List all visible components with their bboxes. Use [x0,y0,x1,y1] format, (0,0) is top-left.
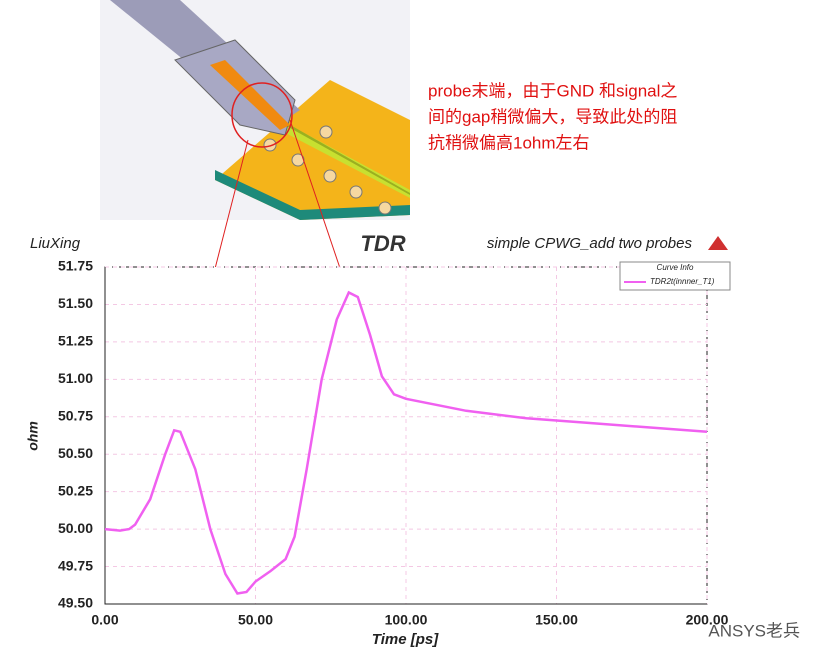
x-tick-label: 100.00 [385,612,428,628]
y-tick-label: 50.25 [58,482,93,498]
x-tick-label: 150.00 [535,612,578,628]
y-tick-label: 50.50 [58,445,93,461]
y-tick-label: 51.75 [58,258,93,274]
y-tick-label: 49.50 [58,595,93,611]
x-axis-label: Time [ps] [372,631,439,648]
probe-render [100,0,410,220]
annotation-line: probe末端，由于GND 和signal之 [428,81,677,100]
watermark: ANSYS老兵 [708,621,800,640]
arrow [289,119,347,284]
y-tick-label: 50.00 [58,520,93,536]
legend-title: Curve Info [657,263,694,272]
logo [708,236,728,250]
subtitle: simple CPWG_add two probes [487,235,693,252]
y-tick-label: 50.75 [58,407,93,423]
series-line [104,290,708,595]
x-tick-label: 50.00 [238,612,273,628]
y-tick-label: 51.50 [58,295,93,311]
author: LiuXing [30,235,81,252]
annotation: probe末端，由于GND 和signal之间的gap稍微偏大，导致此处的阻抗稍… [428,81,677,152]
y-tick-label: 51.00 [58,370,93,386]
x-tick-label: 200.00 [686,612,729,628]
y-tick-label: 51.25 [58,333,93,349]
legend-box [619,261,731,291]
y-axis-label: ohm [25,421,41,451]
annotation-line: 抗稍微偏高1ohm左右 [428,133,590,152]
legend-label: TDR2t(innner_T1) [650,277,715,286]
chart-title: TDR [360,231,405,256]
x-tick-label: 0.00 [91,612,118,628]
annotation-line: 间的gap稍微偏大，导致此处的阻 [428,107,677,126]
y-tick-label: 49.75 [58,557,93,573]
